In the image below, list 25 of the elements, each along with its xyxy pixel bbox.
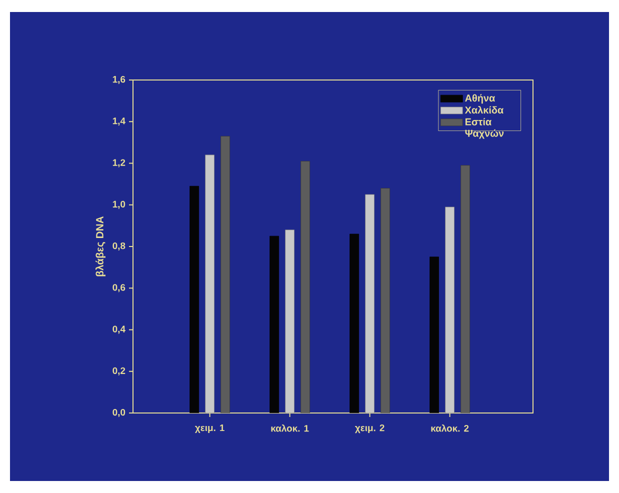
y-tick-label: 1,6: [112, 76, 126, 84]
x-tick-label: χειμ. 1: [194, 424, 224, 433]
x-tick-label: καλοκ. 2: [431, 424, 469, 432]
legend-label: Εστία Ψαχνών: [465, 118, 504, 139]
y-tick-label: 0,0: [112, 408, 126, 418]
y-tick-label: 1,4: [112, 118, 126, 126]
y-tick-label: 0,6: [112, 284, 126, 292]
x-tick-label: χειμ. 2: [354, 424, 384, 434]
y-tick-label: 0,4: [112, 326, 126, 334]
y-tick-label: 0,2: [112, 367, 126, 376]
y-tick-label: 1,2: [112, 159, 126, 168]
y-tick-label: 0,8: [112, 242, 126, 251]
bar: [380, 188, 390, 413]
legend-label: Χαλκίδα: [464, 106, 504, 114]
bar: [365, 194, 374, 413]
y-tick-label: 1,0: [112, 200, 126, 209]
bar: [220, 136, 230, 413]
bar: [460, 165, 470, 413]
bar: [285, 230, 294, 413]
bar: [300, 160, 310, 413]
bar: [445, 206, 454, 413]
y-axis-title: βλάβες DNA: [95, 216, 106, 276]
bar: [205, 154, 214, 413]
legend-label: Αθήνα: [465, 94, 496, 104]
x-tick-label: καλοκ. 1: [271, 424, 309, 432]
